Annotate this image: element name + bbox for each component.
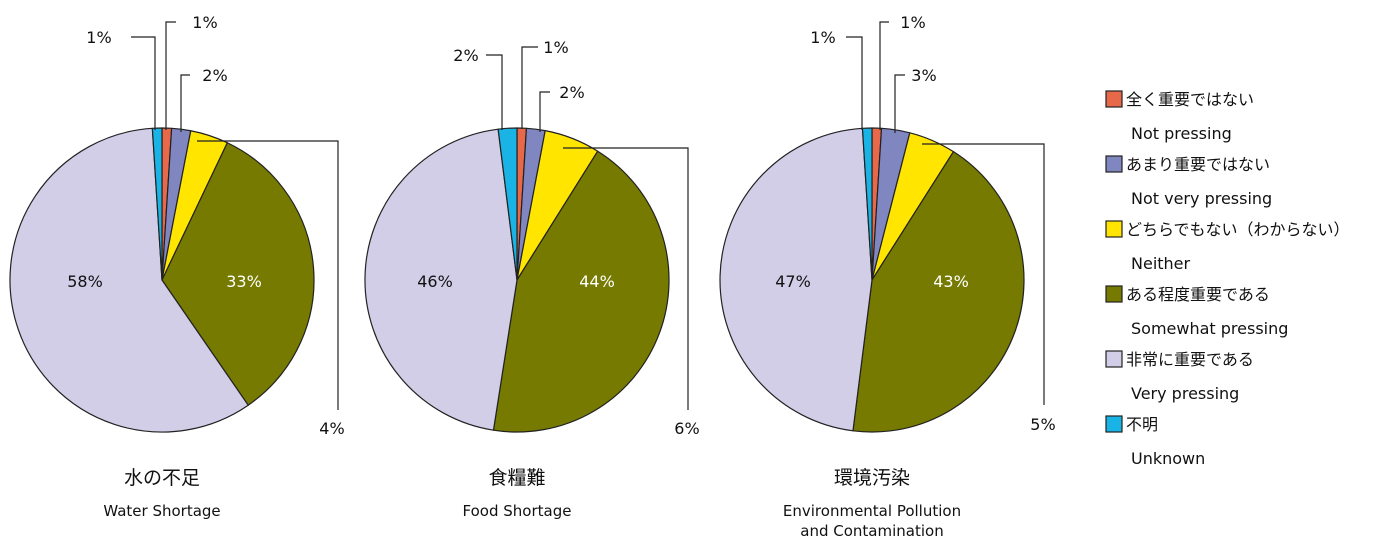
slice-label: 2% <box>453 46 478 65</box>
legend-label-jp: 不明 <box>1126 415 1158 434</box>
legend-item: 非常に重要である Very pressing <box>1105 350 1254 403</box>
legend-item: あまり重要ではない Not very pressing <box>1105 155 1272 208</box>
pie-slice <box>9 127 249 433</box>
pie-charts: 1% 2% 4% 33% 58% 1% 水の不足 Water Shortage 1% 2% 6% 44… <box>9 13 1056 540</box>
chart-subtitle: and Contamination <box>800 522 943 540</box>
pie-slice <box>492 150 670 433</box>
leader-line <box>131 36 156 130</box>
leader-line <box>846 36 863 130</box>
leader-line <box>539 91 550 132</box>
slice-label: 1% <box>543 38 568 57</box>
legend-item: 不明 Unknown <box>1105 415 1205 468</box>
pie-slice <box>497 127 518 281</box>
legend-swatch <box>1105 155 1123 173</box>
slice-label: 1% <box>86 28 111 47</box>
leader-line <box>894 74 905 133</box>
legend-label-jp: 全く重要ではない <box>1126 90 1254 109</box>
chart-subtitle: Environmental Pollution <box>783 502 961 520</box>
chart-subtitle: Water Shortage <box>103 502 220 520</box>
leader-line <box>486 54 503 130</box>
pie-chart-1: 1% 2% 4% 33% 58% 1% 水の不足 Water Shortage <box>9 13 345 520</box>
slice-label: 4% <box>319 419 344 438</box>
slice-label: 5% <box>1030 415 1055 434</box>
legend-label-en: Unknown <box>1131 449 1205 468</box>
legend-swatch <box>1105 285 1123 303</box>
leader-line <box>922 143 1045 405</box>
legend-label-jp: どちらでもない（わからない） <box>1126 220 1350 239</box>
leader-line <box>563 147 689 410</box>
legend-label-en: Neither <box>1131 254 1191 273</box>
legend-swatch <box>1105 415 1123 433</box>
pie-chart-2: 1% 2% 6% 44% 46% 2% 食糧難 Food Shortage <box>364 38 700 520</box>
pie-slice <box>364 128 518 431</box>
legend-swatch <box>1105 90 1123 108</box>
slice-label: 44% <box>579 272 615 291</box>
slice-label: 1% <box>192 13 217 32</box>
slice-label: 1% <box>810 28 835 47</box>
chart-title: 食糧難 <box>488 467 545 489</box>
legend-label-en: Not pressing <box>1131 124 1232 143</box>
slice-label: 46% <box>417 272 453 291</box>
leader-line <box>180 74 190 132</box>
legend-label-jp: ある程度重要である <box>1126 285 1270 304</box>
legend-item: ある程度重要である Somewhat pressing <box>1105 285 1288 338</box>
slice-label: 47% <box>775 272 811 291</box>
slice-label: 58% <box>67 272 103 291</box>
legend: 全く重要ではない Not pressing あまり重要ではない Not very pr… <box>1105 90 1350 468</box>
slice-label: 1% <box>900 13 925 32</box>
chart-title: 環境汚染 <box>834 467 910 489</box>
slice-label: 2% <box>202 66 227 85</box>
legend-label-en: Not very pressing <box>1131 189 1272 208</box>
legend-swatch <box>1105 220 1123 238</box>
leader-line <box>879 21 889 130</box>
pie-chart-3: 1% 3% 5% 43% 47% 1% 環境汚染 Environmental Pollutio… <box>719 13 1056 540</box>
legend-item: どちらでもない（わからない） Neither <box>1105 220 1350 273</box>
slice-label: 3% <box>911 66 936 85</box>
pie-slice <box>852 151 1025 433</box>
slice-label: 33% <box>226 272 262 291</box>
leader-line <box>197 140 339 410</box>
pie-slice <box>151 127 163 281</box>
legend-item: 全く重要ではない Not pressing <box>1105 90 1254 143</box>
leader-line <box>165 21 176 130</box>
pie-slice <box>719 127 873 432</box>
chart-title: 水の不足 <box>124 467 200 489</box>
slice-label: 6% <box>674 419 699 438</box>
slice-label: 43% <box>933 272 969 291</box>
slice-label: 2% <box>559 83 584 102</box>
legend-label-jp: 非常に重要である <box>1126 350 1254 369</box>
legend-label-en: Very pressing <box>1131 384 1239 403</box>
leader-line <box>521 46 538 129</box>
pie-slice <box>161 142 315 406</box>
legend-label-jp: あまり重要ではない <box>1126 155 1270 174</box>
legend-label-en: Somewhat pressing <box>1131 319 1288 338</box>
chart-subtitle: Food Shortage <box>463 502 572 520</box>
legend-swatch <box>1105 350 1123 368</box>
